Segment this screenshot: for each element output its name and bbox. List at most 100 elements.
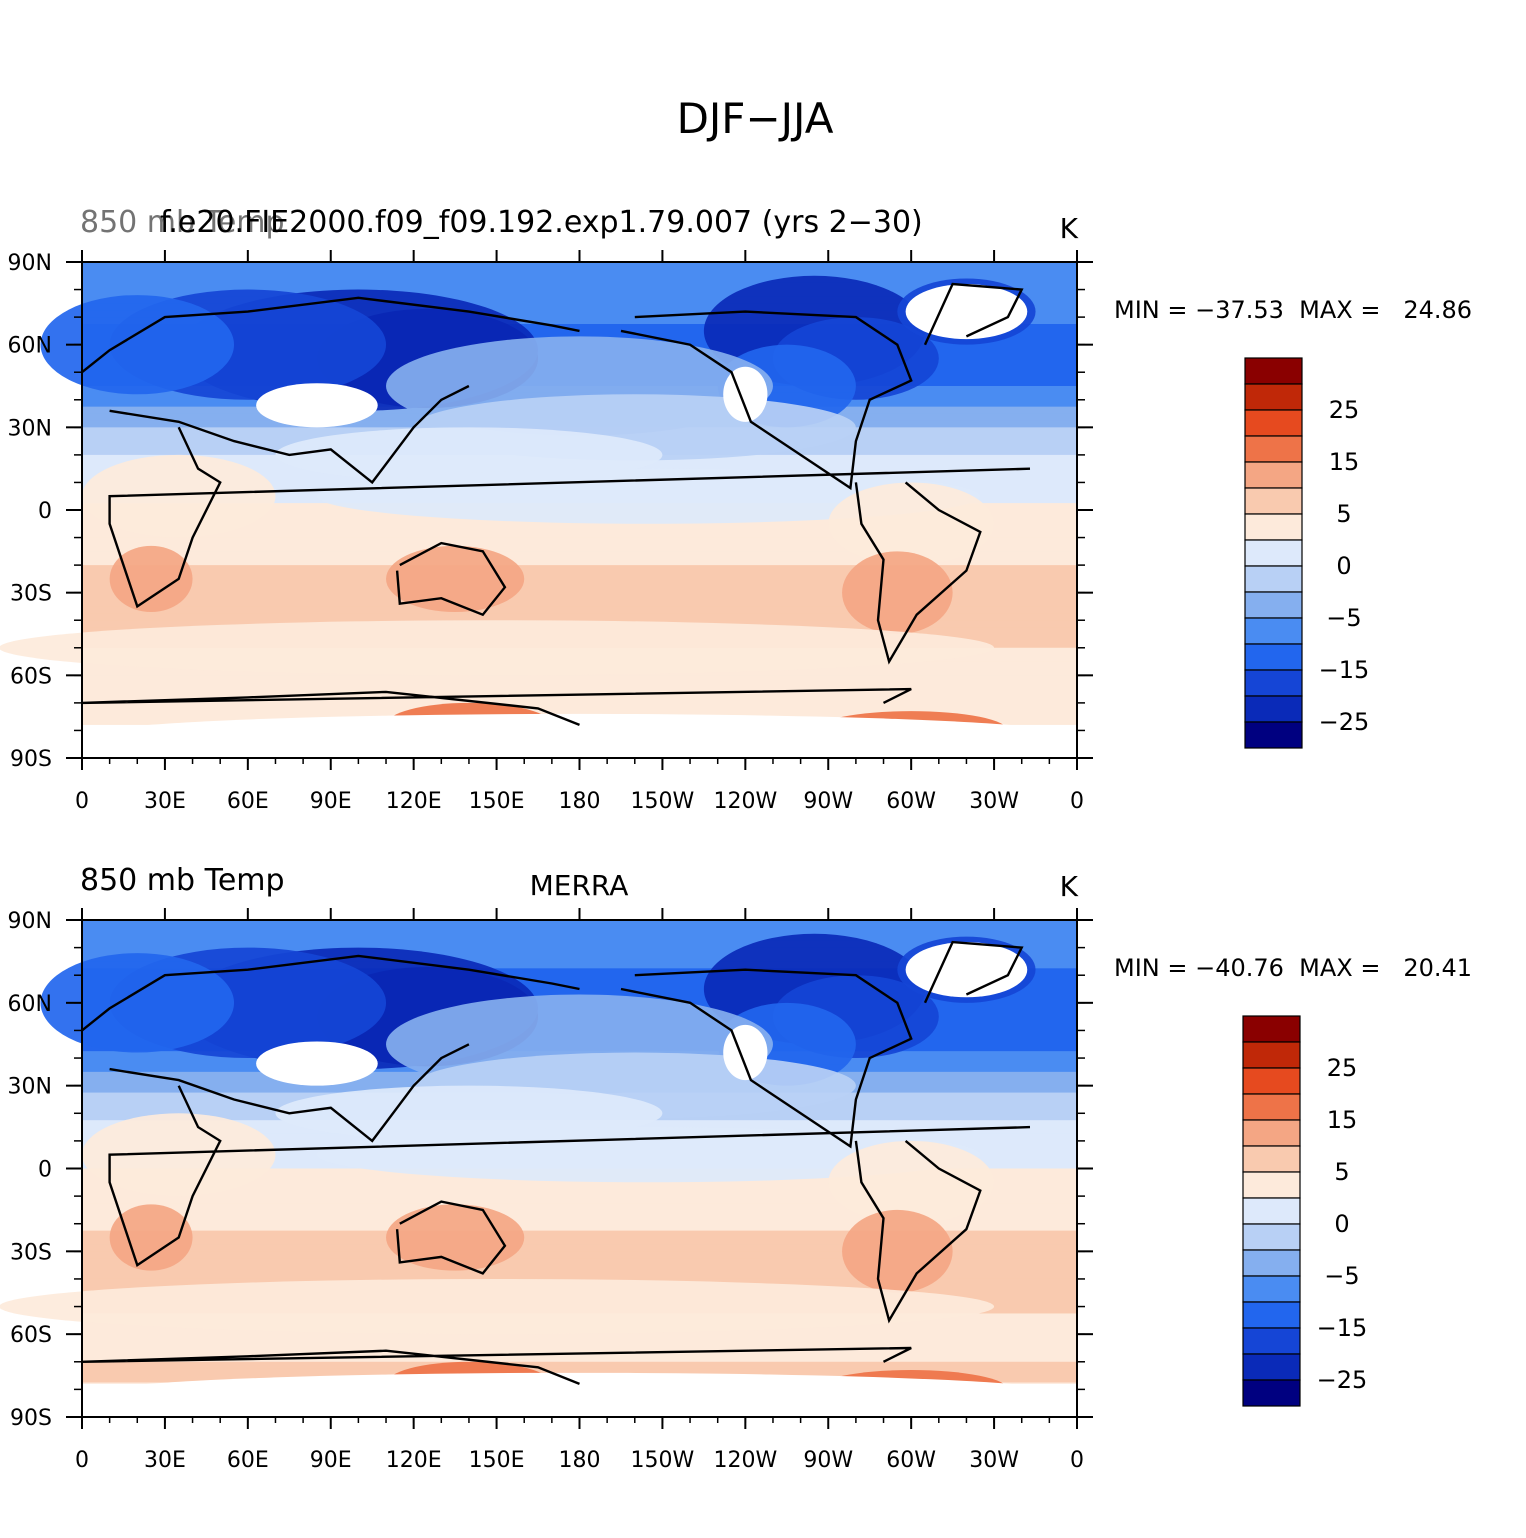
x-tick-label: 150W	[631, 1448, 695, 1473]
y-tick-label: 30N	[8, 1075, 52, 1100]
antarctic-mask	[82, 1383, 1077, 1417]
colorbar-swatch	[1244, 539, 1303, 567]
contour-band	[82, 709, 1077, 718]
contour-band	[82, 613, 1077, 621]
colorbar-label: −5	[1324, 1262, 1359, 1290]
contour-band	[82, 268, 1077, 277]
x-tick-label: 120E	[386, 1448, 442, 1473]
panel-obs-units: K	[1060, 870, 1079, 903]
contour-region	[828, 482, 995, 566]
contour-band	[82, 1223, 1077, 1232]
panel-model-units: K	[1060, 212, 1079, 245]
x-tick-label: 30E	[144, 1448, 186, 1473]
colorbar-label: −15	[1319, 656, 1370, 684]
contour-band	[82, 572, 1077, 580]
contour-band	[82, 599, 1077, 607]
contour-band	[82, 1209, 1077, 1218]
panel-model: 850 mb Temp f.e20.FIE2000.f09_f09.192.ex…	[0, 205, 1472, 814]
colorbar-swatch	[1242, 1119, 1301, 1147]
contour-band	[82, 289, 1077, 297]
colorbar-swatch	[1244, 513, 1303, 541]
x-tick-label: 0	[1070, 789, 1084, 814]
contour-band	[82, 1189, 1077, 1197]
y-tick-label: 90S	[10, 1406, 52, 1431]
x-tick-label: 60W	[886, 1448, 936, 1473]
contour-band	[82, 968, 1077, 976]
contour-band	[82, 530, 1077, 539]
contour-region	[82, 1113, 276, 1197]
masked-terrain	[905, 942, 1028, 998]
y-tick-label: 30S	[10, 1240, 52, 1265]
colorbar-swatch	[1242, 1197, 1301, 1225]
masked-terrain	[256, 1041, 378, 1086]
contour-band	[82, 317, 1077, 325]
contour-band	[82, 682, 1077, 690]
contour-band	[82, 1265, 1077, 1273]
contour-region	[275, 427, 663, 483]
contour-band	[82, 558, 1077, 566]
contour-band	[82, 324, 1077, 332]
x-tick-label: 0	[1070, 1448, 1084, 1473]
colorbar-swatch	[1244, 721, 1303, 749]
colorbar-swatch	[1244, 695, 1303, 723]
coastline	[854, 1139, 982, 1324]
contour-band	[82, 982, 1077, 990]
coastline	[923, 282, 1024, 346]
contour-region	[109, 1204, 193, 1271]
contour-band	[82, 961, 1077, 969]
coastline	[108, 1085, 1031, 1267]
colorbar-swatch	[1242, 1171, 1301, 1199]
contour-band	[82, 926, 1077, 935]
coastline	[108, 426, 1031, 609]
colorbar-label: 0	[1334, 1210, 1349, 1238]
contour-band	[82, 1230, 1077, 1239]
x-tick-label: 60W	[886, 789, 936, 814]
contour-band	[82, 702, 1077, 711]
coastline	[620, 310, 913, 491]
coastline	[81, 296, 580, 374]
contour-band	[82, 544, 1077, 552]
y-tick-label: 0	[38, 1158, 52, 1183]
contour-band	[82, 523, 1077, 532]
map-frame-obs: 0 30E 60E 90E 120E 150E 180 150W 120W 90W 60W 30W 09…	[0, 908, 1093, 1473]
coastline	[854, 481, 982, 665]
contour-band	[82, 989, 1077, 997]
contour-region	[40, 953, 235, 1053]
contour-band	[82, 585, 1077, 594]
colorbar-swatch	[1242, 1015, 1301, 1043]
colorbar-swatch	[1244, 461, 1303, 489]
contour-band	[82, 940, 1077, 949]
contour-region	[316, 1127, 981, 1183]
contour-band	[82, 606, 1077, 614]
colorbar-swatch	[1244, 643, 1303, 671]
x-tick-label: 150E	[469, 789, 525, 814]
panel-obs-stats: MIN = −40.76 MAX = 20.41	[1114, 954, 1472, 982]
contour-region	[0, 1278, 994, 1335]
colorbar-swatch	[1242, 1353, 1301, 1381]
panel-obs-variable: 850 mb Temp	[80, 863, 285, 898]
contour-band	[82, 537, 1077, 545]
colorbar-label: −25	[1317, 1366, 1368, 1394]
y-tick-label: 60N	[8, 334, 52, 359]
y-tick-label: 90N	[8, 251, 52, 276]
colorbar-swatch	[1244, 565, 1303, 593]
x-tick-label: 120W	[713, 789, 777, 814]
contour-band	[82, 296, 1077, 304]
coastline	[81, 1346, 912, 1386]
map-frame-model: 0 30E 60E 90E 120E 150E 180 150W 120W 90W 60W 30W 09…	[0, 250, 1093, 814]
contour-band	[82, 310, 1077, 318]
y-tick-label: 90N	[8, 909, 52, 934]
colorbar-swatch	[1244, 591, 1303, 619]
contour-band	[82, 1216, 1077, 1225]
contour-region	[842, 1209, 953, 1293]
contour-band	[82, 1361, 1077, 1370]
colorbar-swatch	[1242, 1275, 1301, 1303]
colorbar-label: 25	[1329, 396, 1360, 424]
panel-obs: 850 mb Temp MERRA K MIN = −40.76 MAX = 2…	[0, 863, 1472, 1473]
contour-region	[82, 454, 276, 538]
contour-band	[82, 675, 1077, 683]
coastline	[620, 968, 913, 1149]
panel-obs-case: MERRA	[530, 869, 629, 902]
x-tick-label: 90W	[803, 1448, 853, 1473]
colorbar-swatch	[1244, 409, 1303, 437]
